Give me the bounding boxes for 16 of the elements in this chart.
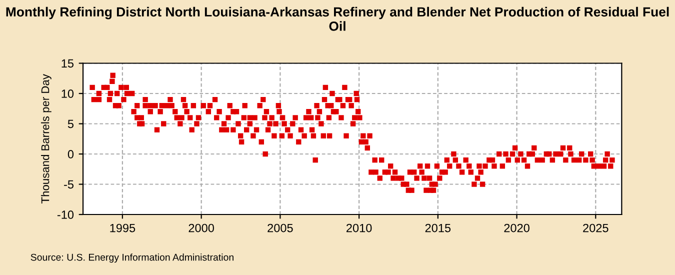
chart-title: Monthly Refining District North Louisiana-Arkansas Refinery and Blender Net Production of Residual Fuel Oil — [6, 6, 669, 31]
y-tick-label: 0 — [68, 150, 74, 158]
y-axis-title: Thousand Barrels per Day — [41, 74, 52, 204]
x-tick-label: 2000 — [188, 224, 214, 232]
x-tick-label: 1995 — [110, 224, 136, 232]
x-tick-label: 2015 — [425, 224, 451, 232]
y-tick-label: -5 — [64, 180, 74, 189]
x-tick-label: 2005 — [268, 224, 293, 232]
x-tick-label: 2010 — [346, 224, 372, 232]
y-tick-label: 5 — [68, 120, 74, 128]
x-tick-label: 2025 — [583, 224, 608, 232]
source-note: Source: U.S. Energy Information Administration — [30, 254, 234, 263]
y-tick-label: 15 — [62, 59, 74, 68]
x-tick-label: 2020 — [504, 224, 530, 232]
y-tick-label: -10 — [57, 210, 74, 219]
y-tick-label: 10 — [62, 90, 74, 98]
